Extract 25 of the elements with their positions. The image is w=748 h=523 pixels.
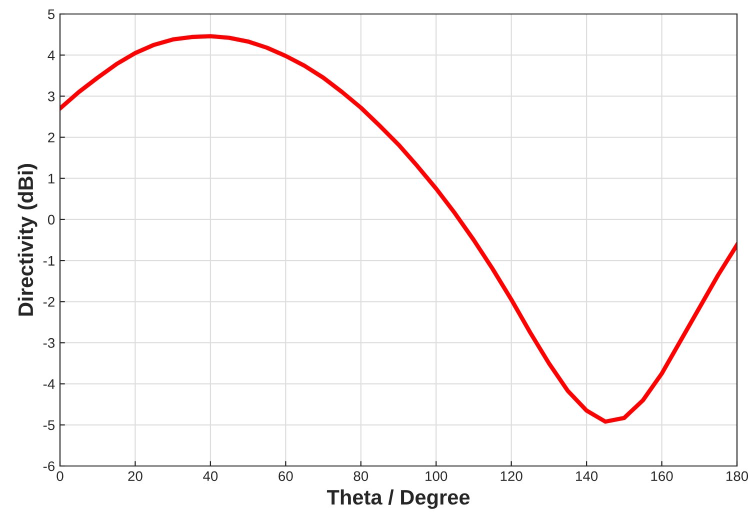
y-tick-label: -4 [43, 379, 55, 389]
x-tick-label: 0 [56, 471, 64, 482]
y-tick-label: 2 [48, 132, 54, 142]
y-tick-label: -6 [43, 461, 55, 472]
x-tick-label: 140 [576, 471, 598, 482]
x-tick-label: 40 [203, 471, 218, 482]
x-tick-label: 100 [426, 471, 448, 482]
x-tick-label: 160 [651, 471, 673, 482]
x-tick-label: 80 [354, 471, 368, 482]
x-tick-label: 20 [128, 471, 142, 482]
y-tick-label: 1 [48, 174, 54, 184]
x-axis-title: Theta / Degree [326, 489, 470, 509]
x-tick-label: 180 [726, 471, 748, 482]
y-tick-label: -2 [43, 296, 54, 307]
y-tick-label: 5 [48, 9, 55, 20]
x-tick-label: 60 [278, 471, 293, 482]
y-tick-label: -3 [43, 338, 55, 348]
y-tick-label: 3 [48, 92, 55, 102]
y-tick-label: 4 [48, 50, 55, 60]
y-tick-label: -1 [43, 256, 54, 266]
y-tick-label: -5 [43, 420, 55, 430]
y-axis-title: Directivity (dBi) [18, 164, 38, 316]
y-tick-label: 0 [48, 214, 55, 225]
line-series [60, 34, 737, 424]
x-tick-label: 120 [500, 471, 522, 482]
